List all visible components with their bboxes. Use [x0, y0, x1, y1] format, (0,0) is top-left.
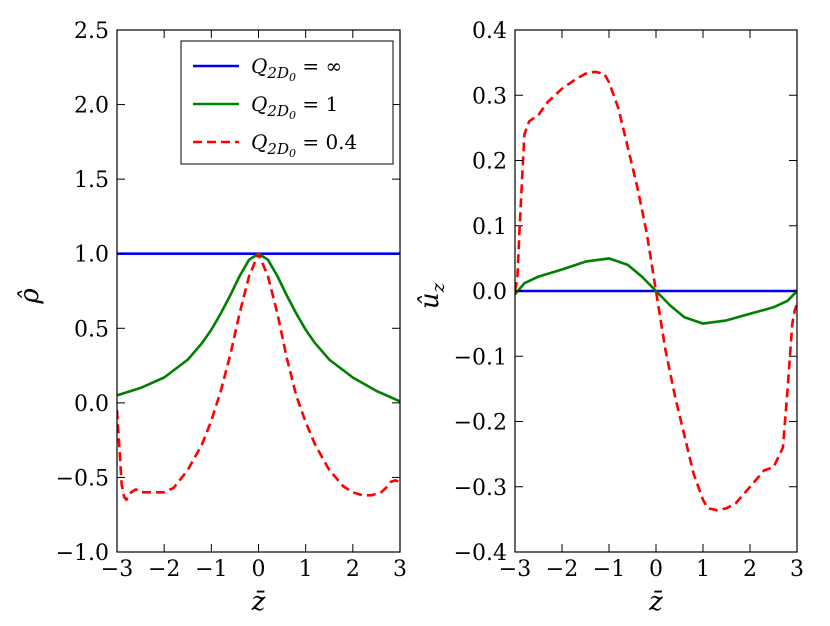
x-tick-label: −3 — [101, 557, 133, 582]
x-tick-label: 1 — [299, 557, 313, 582]
series-line-q-1 — [515, 257, 797, 325]
y-tick-label: 2.5 — [74, 19, 109, 44]
x-axis-label: z̄ — [648, 587, 663, 617]
legend-box — [180, 40, 394, 165]
y-tick-label: −1.0 — [56, 541, 109, 566]
x-tick-label: −3 — [499, 557, 531, 582]
y-tick-label: −0.3 — [454, 476, 507, 501]
y-tick-label: −0.4 — [454, 541, 507, 566]
y-tick-label: −0.1 — [454, 345, 507, 370]
x-tick-label: −2 — [148, 557, 180, 582]
left-panel: −3 −2 −1 0 1 2 3 −1.0 −0.5 0.0 0.5 1.0 1.5 2.0 2.5 z̄ ρ̂… — [15, 19, 407, 617]
y-tick-label: 0.0 — [472, 280, 507, 305]
legend-label: Q2D0 = ∞ — [251, 54, 342, 84]
x-tick-label: −2 — [546, 557, 578, 582]
x-tick-label: −1 — [593, 557, 625, 582]
x-tick-label: 3 — [790, 557, 804, 582]
y-tick-label: −0.5 — [56, 466, 109, 491]
x-tick-label: 3 — [393, 557, 407, 582]
x-tick-label: 0 — [649, 557, 663, 582]
x-tick-label: 1 — [696, 557, 710, 582]
y-tick-label: 0.3 — [472, 84, 507, 109]
series-line-q-1 — [117, 252, 400, 403]
series-line-q-0-4 — [117, 252, 400, 502]
y-tick-label: 0.5 — [74, 317, 109, 342]
y-axis-label: ρ̂ — [15, 288, 45, 305]
x-axis-label: z̄ — [251, 587, 266, 617]
y-tick-label: −0.2 — [454, 411, 507, 436]
y-tick-label: 1.0 — [74, 243, 109, 268]
y-tick-label: 0.0 — [74, 392, 109, 417]
right-panel: −3 −2 −1 0 1 2 3 −0.4 −0.3 −0.2 −0.1 0.0 0.1 0.2 0.3 0.… — [415, 19, 804, 617]
x-tick-label: 2 — [743, 557, 757, 582]
y-tick-label: 1.5 — [74, 168, 109, 193]
series-line-q-0-4 — [515, 70, 797, 512]
x-tick-label: −1 — [195, 557, 227, 582]
plot-area — [117, 252, 400, 502]
y-axis-label: ûz — [415, 282, 449, 309]
x-tick-label: 2 — [346, 557, 360, 582]
y-tick-label: 2.0 — [74, 94, 109, 119]
plot-area — [515, 70, 797, 512]
x-tick-label: 0 — [252, 557, 266, 582]
y-tick-label: 0.2 — [472, 150, 507, 175]
y-tick-label: 0.4 — [472, 19, 507, 44]
y-tick-label: 0.1 — [472, 215, 507, 240]
